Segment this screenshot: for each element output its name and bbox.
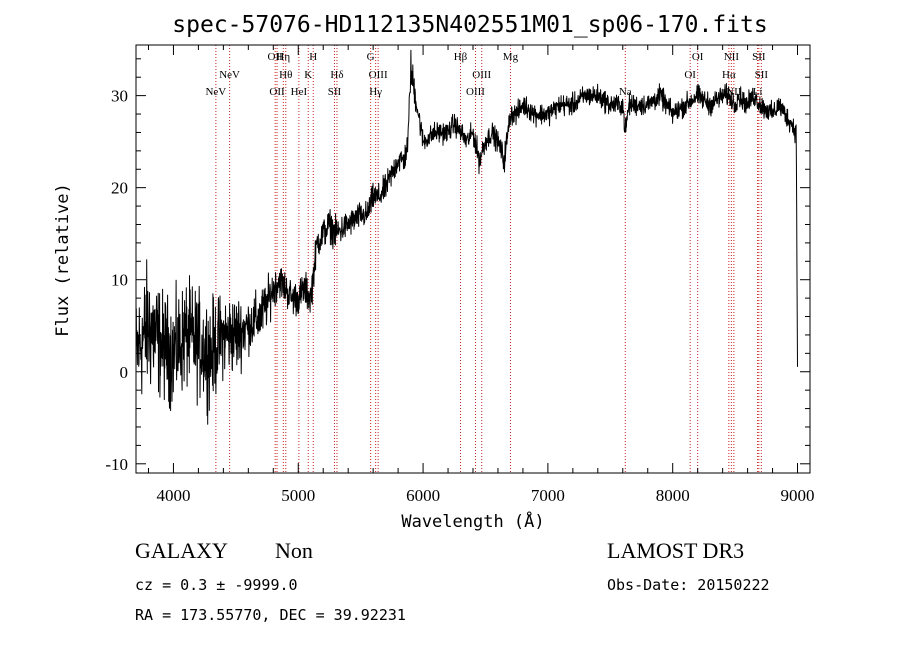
- obs-date: Obs-Date: 20150222: [607, 576, 770, 594]
- spectral-line-label: Hη: [276, 51, 290, 63]
- spectral-line-label: Mg: [503, 51, 519, 63]
- x-tick-label: 6000: [406, 486, 440, 505]
- y-tick-label: 30: [111, 87, 128, 106]
- spectral-line-label: OI: [684, 69, 696, 81]
- spectral-line-label: Na: [619, 86, 632, 98]
- redshift-line: cz = 0.3 ± -9999.0: [135, 576, 298, 594]
- chart-title: spec-57076-HD112135N402551M01_sp06-170.f…: [172, 12, 767, 38]
- spectral-line-label: HeI: [291, 86, 308, 98]
- spectral-line-label: SII: [328, 86, 342, 98]
- spectral-line-label: OIII: [369, 69, 388, 81]
- y-tick-label: 20: [111, 179, 128, 198]
- x-tick-label: 7000: [531, 486, 565, 505]
- x-tick-label: 4000: [156, 486, 190, 505]
- y-tick-label: 10: [111, 271, 128, 290]
- spectral-line-label: NII: [724, 51, 740, 63]
- spectrum-series: [135, 49, 798, 425]
- spectral-line-label: Li: [753, 86, 763, 98]
- spectral-line-label: Hγ: [369, 86, 382, 98]
- x-axis-ticks: 4000 5000 6000 7000 8000 9000: [147, 45, 815, 505]
- y-tick-label: -10: [105, 455, 128, 474]
- spectral-line-label: OIII: [472, 69, 491, 81]
- spectral-line-label: OII: [268, 51, 284, 63]
- spectral-line-label: Hβ: [454, 51, 468, 63]
- spectral-line-label: OI: [692, 51, 704, 63]
- spectral-line-label: K: [304, 69, 312, 81]
- spectral-line-label: NeV: [219, 69, 240, 81]
- spectral-line-markers: [215, 45, 762, 473]
- spectral-line-label: H: [309, 51, 317, 63]
- y-tick-label: 0: [120, 363, 129, 382]
- spectral-line-label: OIII: [466, 86, 485, 98]
- spectral-line-label: NeV: [205, 86, 226, 98]
- survey-name: LAMOST DR3: [607, 538, 744, 563]
- spectral-line-label: Hθ: [279, 69, 292, 81]
- y-axis-label: Flux (relative): [53, 183, 73, 337]
- spectral-line-label: OII: [269, 86, 285, 98]
- spectral-line-label: G: [367, 51, 375, 63]
- x-tick-label: 9000: [781, 486, 815, 505]
- x-tick-label: 8000: [656, 486, 690, 505]
- spectral-line-label: Hδ: [330, 69, 343, 81]
- object-subclass: Non: [275, 538, 313, 563]
- spectral-line-label: SII: [755, 69, 769, 81]
- x-tick-label: 5000: [281, 486, 315, 505]
- coordinates: RA = 173.55770, DEC = 39.92231: [135, 606, 406, 624]
- object-class: GALAXY: [135, 538, 228, 563]
- spectral-line-label: SII: [752, 51, 766, 63]
- x-axis-label: Wavelength (Å): [401, 510, 544, 532]
- y-axis-ticks: -10 0 10 20 30: [105, 58, 810, 474]
- spectrum-line: [135, 49, 798, 425]
- spectral-line-label: Hα: [722, 69, 736, 81]
